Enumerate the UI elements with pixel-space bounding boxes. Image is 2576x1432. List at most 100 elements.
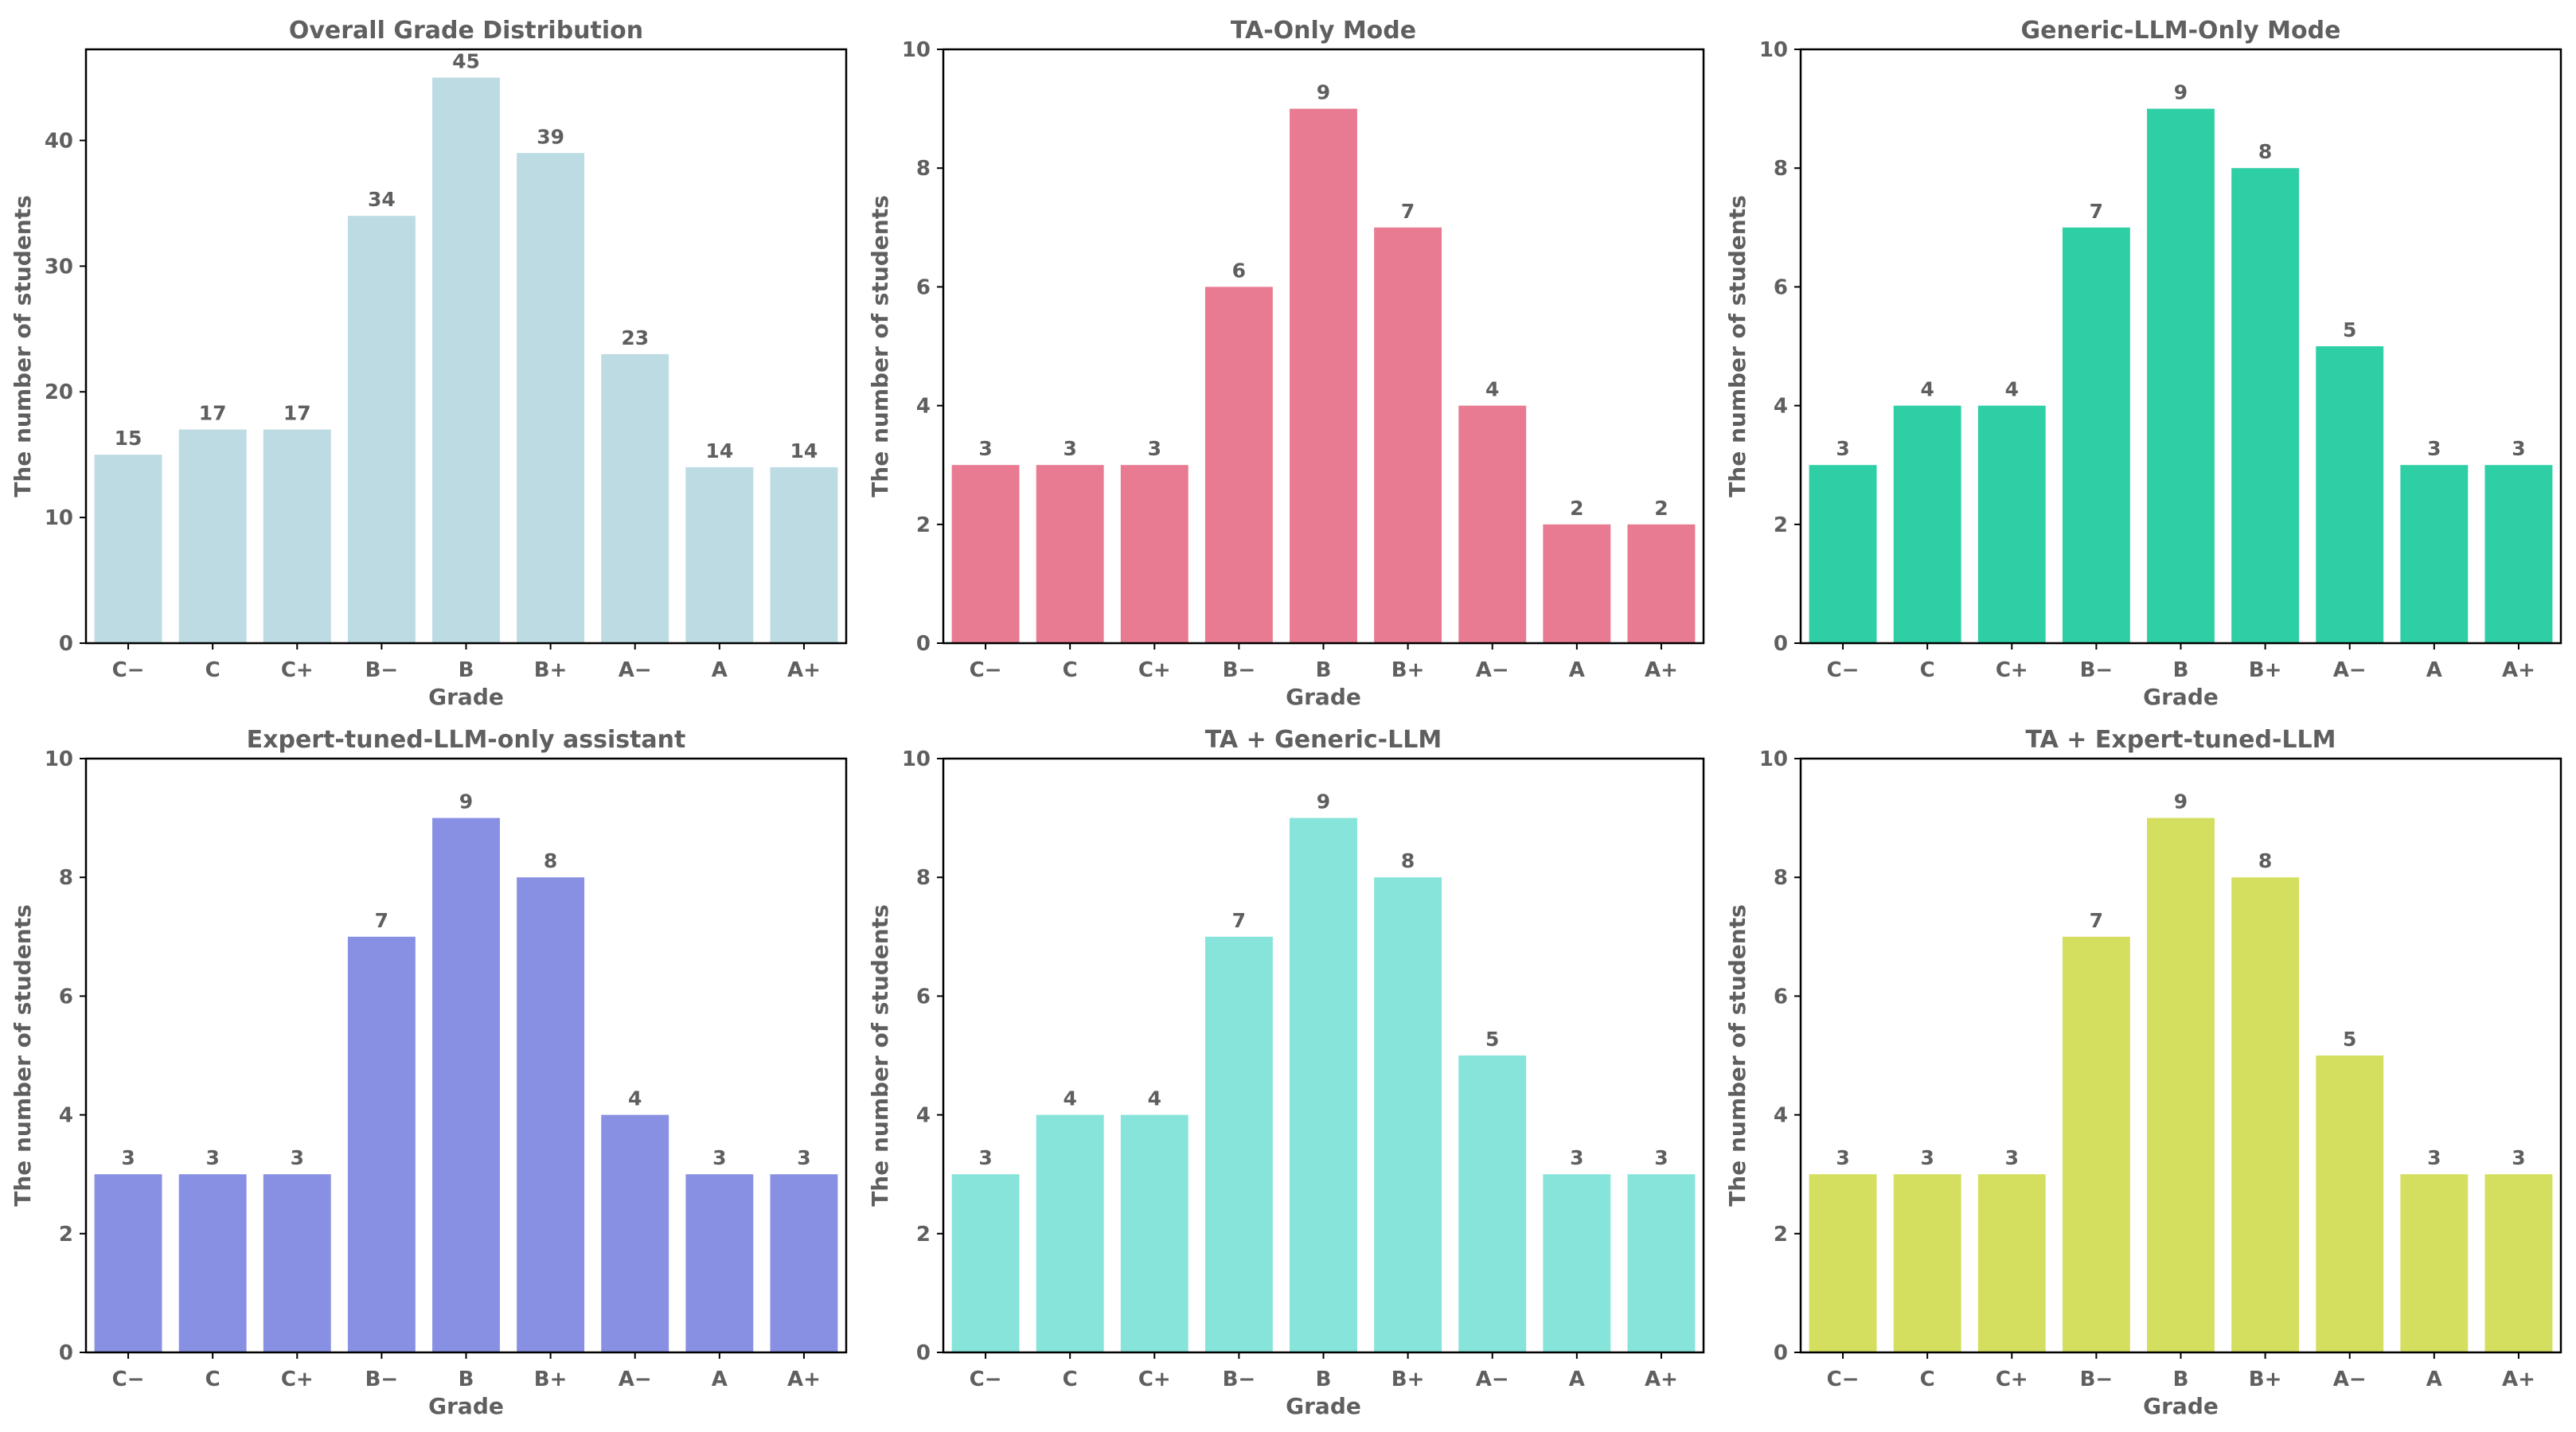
bar: [1977, 1174, 2046, 1352]
bar-value-label: 8: [2258, 140, 2272, 163]
bar-value-label: 6: [1232, 259, 1246, 282]
x-axis-label: Grade: [1286, 1393, 1361, 1419]
bar: [2147, 817, 2215, 1352]
plot-frame: [1799, 757, 2562, 1354]
bar: [2484, 465, 2553, 643]
bar: [951, 1174, 1020, 1352]
bar-value-label: 3: [1148, 437, 1161, 460]
y-tick-label: 4: [916, 1104, 931, 1128]
bar: [2316, 1055, 2384, 1352]
bar-value-label: 8: [2258, 849, 2272, 872]
bar: [1120, 1114, 1188, 1352]
bar: [601, 1114, 669, 1352]
bar: [2400, 1174, 2469, 1352]
bar-value-label: 14: [705, 439, 733, 462]
x-tick-label: A−: [1476, 658, 1509, 682]
bar: [770, 1174, 838, 1352]
y-tick-label: 2: [1774, 1223, 1788, 1247]
bar-value-label: 14: [790, 439, 818, 462]
bar-value-label: 3: [712, 1146, 726, 1169]
y-tick-label: 6: [1774, 985, 1788, 1009]
bar-value-label: 4: [628, 1087, 642, 1110]
x-axis-label: Grade: [428, 1393, 504, 1419]
bar: [347, 216, 416, 643]
bar-value-label: 4: [1920, 378, 1934, 401]
x-tick-label: B+: [534, 1368, 568, 1391]
bar-value-label: 9: [1317, 790, 1330, 814]
bar: [517, 153, 585, 643]
bar: [1036, 465, 1104, 643]
y-tick-label: 10: [1759, 38, 1788, 62]
bar-value-label: 3: [2512, 1146, 2525, 1169]
x-tick-label: C−: [1827, 658, 1860, 682]
bar: [770, 466, 838, 643]
bar: [1036, 1114, 1104, 1352]
bar: [1290, 108, 1357, 644]
x-tick-label: A: [712, 1368, 728, 1391]
x-tick-label: B: [2173, 658, 2189, 682]
x-tick-label: C: [205, 1368, 221, 1391]
bar-value-label: 8: [1401, 849, 1415, 872]
bar-value-label: 39: [537, 125, 564, 148]
chart-title: TA + Generic-LLM: [1205, 726, 1442, 754]
panel-overall-grade-distribution: Overall Grade Distribution 15 17 17 34 45 39 23…: [10, 17, 848, 710]
bar: [2147, 108, 2215, 644]
x-tick-label: C+: [1996, 658, 2028, 682]
bar-value-label: 3: [121, 1146, 135, 1169]
y-tick-label: 8: [1774, 157, 1788, 181]
bar: [432, 77, 500, 644]
bar: [178, 1174, 247, 1352]
bar: [685, 466, 754, 643]
chart-title: TA + Expert-tuned-LLM: [2025, 726, 2336, 754]
y-tick-label: 4: [916, 395, 931, 419]
bar-value-label: 23: [621, 326, 649, 349]
x-axis-label: Grade: [2143, 1393, 2219, 1419]
y-tick-label: 6: [916, 985, 931, 1009]
bar-value-label: 3: [2427, 437, 2441, 460]
plot-frame: [1799, 48, 2562, 645]
bar-value-label: 7: [1401, 200, 1415, 223]
bar: [1204, 287, 1273, 643]
y-tick-label: 0: [1774, 632, 1788, 656]
bar: [2062, 227, 2130, 643]
x-tick-label: B+: [1391, 1368, 1425, 1391]
y-tick-label: 0: [59, 1341, 73, 1365]
bar: [347, 936, 416, 1352]
x-tick-label: A+: [1645, 1368, 1678, 1391]
x-tick-label: C−: [970, 1368, 1002, 1391]
y-tick-label: 6: [59, 985, 73, 1009]
x-tick-label: A−: [2333, 1368, 2367, 1391]
bar-value-label: 3: [1836, 437, 1849, 460]
bar-value-label: 5: [1485, 1028, 1499, 1051]
y-tick-label: 4: [1774, 1104, 1788, 1128]
bar-value-label: 8: [544, 849, 557, 872]
bar-value-label: 3: [1920, 1146, 1934, 1169]
plot-frame: [84, 757, 848, 1354]
y-tick-label: 8: [916, 157, 931, 181]
x-tick-label: C−: [112, 1368, 145, 1391]
bar-value-label: 2: [1570, 497, 1583, 520]
bar-value-label: 15: [115, 427, 142, 450]
y-axis-label: The number of students: [1724, 904, 1751, 1207]
x-tick-label: B: [2173, 1368, 2189, 1391]
panel-generic-llm-only-mode: Generic-LLM-Only Mode 3 4 4 7 9 8 5 3 3 0 2 4 6 8 10 C− C…: [1724, 17, 2562, 710]
plot-frame: [942, 48, 1705, 645]
x-tick-label: B−: [1223, 1368, 1256, 1391]
bar: [1977, 405, 2046, 643]
y-tick-label: 10: [45, 747, 73, 771]
y-tick-label: 40: [45, 129, 73, 153]
x-tick-label: B: [1316, 1368, 1332, 1391]
bar: [1458, 1055, 1527, 1352]
y-axis-label: The number of students: [867, 195, 893, 497]
x-tick-label: A: [2426, 1368, 2442, 1391]
bar-value-label: 2: [1654, 497, 1668, 520]
x-tick-label: C+: [281, 1368, 314, 1391]
x-tick-label: A+: [2502, 658, 2535, 682]
bar: [2316, 346, 2384, 643]
y-axis-label: The number of students: [867, 904, 893, 1207]
bar-value-label: 3: [1063, 437, 1076, 460]
bar: [94, 455, 162, 643]
x-tick-label: B−: [2080, 658, 2113, 682]
x-axis-label: Grade: [428, 684, 504, 710]
x-tick-label: B: [1316, 658, 1332, 682]
